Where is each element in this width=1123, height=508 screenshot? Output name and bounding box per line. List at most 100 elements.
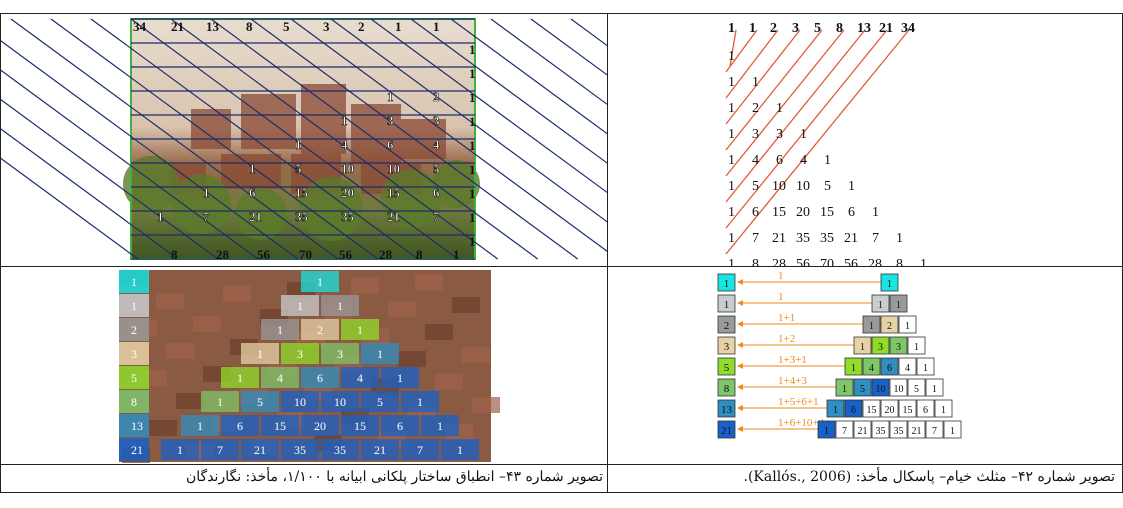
grid-inner-number: 3: [433, 113, 440, 128]
grid-inner-number: 6: [387, 137, 394, 152]
sum-label: 1+1: [778, 312, 795, 324]
grid-diagonal-line: [170, 18, 499, 260]
triangle-number: 20: [314, 419, 326, 433]
triangle-cell: [844, 357, 863, 376]
triangle-cell: [925, 420, 944, 439]
triangle-cell: [943, 420, 962, 439]
triangle-number: 3: [337, 347, 343, 361]
triangle-block: [361, 439, 399, 460]
building-texture: [462, 347, 490, 363]
triangle-cell: [916, 399, 935, 418]
triangle-number: 15: [867, 405, 877, 416]
triangle-number: 1: [869, 321, 874, 332]
grid-inner-number: 21: [387, 209, 400, 224]
pascal-number: 70: [820, 257, 834, 266]
triangle-block: [261, 367, 299, 388]
triangle-number: 1: [337, 299, 343, 313]
grid-diagonal-line: [1, 157, 139, 260]
triangle-number: 1: [896, 300, 901, 311]
triangle-number: 3: [297, 347, 303, 361]
fibonacci-label: 8: [724, 383, 730, 395]
building-texture: [193, 316, 221, 332]
fibonacci-label: 2: [131, 323, 137, 337]
sum-label: 1+2: [778, 333, 795, 345]
grid-diagonal-line: [10, 18, 339, 260]
triangle-cell: [907, 336, 926, 355]
triangle-block: [381, 415, 419, 436]
triangle-number: 15: [354, 419, 366, 433]
arrow-head: [737, 363, 743, 369]
triangle-number: 10: [294, 395, 306, 409]
grid-inner-number: 1: [295, 137, 302, 152]
fibonacci-label: 21: [131, 443, 143, 457]
fibonacci-diagonal-line: [725, 29, 758, 73]
arrow-head: [737, 279, 743, 285]
fibonacci-diagonal-line: [725, 29, 845, 177]
fibonacci-number: 34: [901, 21, 915, 36]
pascal-number: 1: [824, 153, 831, 168]
table-border-mid: [0, 266, 1123, 267]
table-border-center: [607, 13, 608, 493]
triangle-number: 1: [217, 395, 223, 409]
triangle-block: [321, 391, 359, 412]
pascal-number: 1: [776, 101, 783, 116]
grid-inner-number: 20: [341, 185, 354, 200]
triangle-cell: [871, 378, 890, 397]
triangle-cell: [826, 399, 845, 418]
grid-right-number: 1: [469, 138, 476, 153]
triangle-number: 1: [237, 371, 243, 385]
triangle-cell: [907, 420, 926, 439]
triangle-number: 1: [824, 426, 829, 437]
arrow-head: [737, 426, 743, 432]
fibonacci-label-box: [717, 357, 736, 376]
triangle-block: [261, 319, 299, 340]
triangle-number: 6: [887, 363, 892, 374]
grid-inner-number: 1: [249, 161, 256, 176]
triangle-block: [341, 319, 379, 340]
triangle-block: [221, 367, 259, 388]
building-texture: [452, 297, 480, 313]
building-texture: [425, 324, 453, 340]
triangle-block: [281, 295, 319, 316]
sum-label: 1+3+1: [778, 354, 807, 366]
fibonacci-label-box: [717, 399, 736, 418]
triangle-cell: [853, 420, 872, 439]
triangle-cell: [880, 273, 899, 292]
grid-top-number: 5: [283, 19, 290, 34]
pascal-number: 4: [800, 153, 807, 168]
triangle-cell: [880, 399, 899, 418]
building-texture: [398, 351, 426, 367]
triangle-cell: [916, 357, 935, 376]
building-texture: [472, 397, 500, 413]
triangle-cell: [898, 357, 917, 376]
grid-inner-number: 5: [295, 161, 302, 176]
building-texture: [176, 393, 204, 409]
triangle-number: 15: [274, 419, 286, 433]
fibonacci-label-box: [119, 270, 149, 293]
triangle-number: 6: [317, 371, 323, 385]
pascal-number: 1: [872, 205, 879, 220]
grid-inner-number: 7: [433, 209, 440, 224]
grid-right-number: 1: [469, 66, 476, 81]
triangle-number: 1: [842, 384, 847, 395]
grid-diagonal-line: [1, 99, 219, 260]
fibonacci-label: 13: [721, 404, 733, 416]
pascal-number: 21: [772, 231, 786, 246]
pascal-number: 10: [772, 179, 786, 194]
pascal-number: 5: [752, 179, 759, 194]
triangle-block: [441, 439, 479, 460]
color-pascal-triangle-figure: 111121+131+251+3+181+4+3131+5+6+1211+6+1…: [717, 270, 962, 439]
house-shape: [191, 109, 231, 149]
triangle-number: 1: [317, 275, 323, 289]
triangle-block: [341, 367, 379, 388]
fibonacci-diagonal-line: [725, 29, 801, 125]
building-texture: [156, 293, 184, 309]
pascal-number: 1: [728, 127, 735, 142]
photo-grid-cell: 34 21 13 8 5 3 2 1 1 1 1 1 1 1 1 1 1 1 1 2 1 3 3 1 4 6 4 1 5 10 10 5 1 6 1…: [1, 14, 607, 266]
triangle-number: 1: [950, 426, 955, 437]
pascal-number: 3: [776, 127, 783, 142]
triangle-block: [361, 391, 399, 412]
triangle-block: [301, 415, 339, 436]
